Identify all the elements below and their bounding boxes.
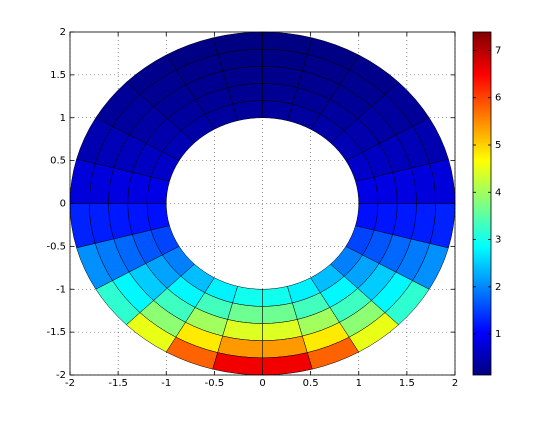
colorbar <box>472 31 492 376</box>
y-tick-label: -0.5 <box>46 241 66 252</box>
x-tick-label: -1.5 <box>108 378 128 389</box>
mesh-cell <box>232 286 263 307</box>
x-tick-label: 0 <box>259 378 265 389</box>
x-tick-label: -2 <box>65 378 75 389</box>
mesh-cell <box>146 176 170 204</box>
x-tick-label: 0.5 <box>303 378 319 389</box>
mesh-cell <box>262 100 293 121</box>
y-tick-label: 2 <box>60 27 66 38</box>
mesh-cell <box>262 286 293 307</box>
mesh-cell <box>429 203 456 249</box>
x-tick-label: 1 <box>356 378 362 389</box>
colorbar-tick-label: 5 <box>495 140 501 151</box>
mesh-cell <box>355 203 379 231</box>
mesh-cell <box>355 176 379 204</box>
colorbar-tick-label: 6 <box>495 93 501 104</box>
colorbar-tick-label: 1 <box>495 329 501 340</box>
y-tick-label: -1 <box>56 284 66 295</box>
colorbar-tick-label: 7 <box>495 45 501 56</box>
x-tick-label: -1 <box>161 378 171 389</box>
x-tick-label: 1.5 <box>399 378 415 389</box>
y-tick-label: 1 <box>60 113 66 124</box>
y-tick-label: 1.5 <box>50 70 66 81</box>
colorbar-tick-label: 4 <box>495 187 501 198</box>
y-tick-label: -1.5 <box>46 327 66 338</box>
y-tick-label: 0.5 <box>50 156 66 167</box>
colorbar-tick-label: 3 <box>495 235 501 246</box>
colorbar-tick-label: 2 <box>495 282 501 293</box>
x-tick-label: -0.5 <box>205 378 225 389</box>
y-tick-label: -2 <box>56 370 66 381</box>
mesh-cell <box>146 203 170 231</box>
x-tick-label: 2 <box>452 378 458 389</box>
y-tick-label: 0 <box>60 199 66 210</box>
mesh-cell <box>232 100 263 121</box>
